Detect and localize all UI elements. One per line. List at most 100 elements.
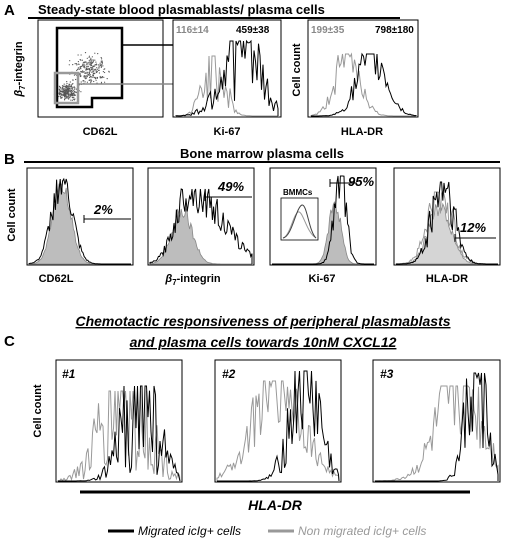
- high-gate: [55, 26, 124, 109]
- dotplot-event: [62, 95, 64, 97]
- dotplot-event: [94, 59, 96, 61]
- dotplot-event: [91, 76, 93, 78]
- panel-c-letter: C: [4, 333, 15, 350]
- dotplot-event: [99, 75, 101, 78]
- dotplot-event: [65, 84, 67, 86]
- dotplot-event: [77, 54, 79, 56]
- dotplot-event: [92, 59, 94, 61]
- panel-b-hladr-histogram: [396, 181, 498, 265]
- dotplot-event: [99, 64, 101, 66]
- dotplot-event: [85, 67, 88, 69]
- dotplot-event: [66, 93, 68, 95]
- dotplot-event: [88, 55, 90, 57]
- panel-a-letter: A: [4, 2, 15, 19]
- dotplot-event: [80, 81, 82, 83]
- dotplot-event: [65, 91, 67, 93]
- dotplot-event: [69, 60, 71, 62]
- dotplot-event: [95, 76, 97, 79]
- dotplot-event: [97, 64, 99, 66]
- dotplot-event: [80, 66, 82, 68]
- dotplot-event: [73, 90, 75, 92]
- dotplot-event: [64, 86, 66, 88]
- panel-b-b7-histogram: [149, 188, 253, 264]
- dotplot-event: [85, 77, 88, 79]
- dotplot-event: [89, 76, 92, 78]
- dotplot-event: [75, 63, 77, 65]
- panel-b-ki67-histogram: [272, 175, 374, 265]
- bmmcs-inset-grey-curve: [282, 211, 317, 239]
- dotplot-event: [89, 72, 91, 74]
- dotplot-event: [63, 88, 65, 90]
- panel-c-plot3-black-histogram: [375, 372, 499, 482]
- dotplot-event: [101, 77, 103, 79]
- dotplot-event: [84, 64, 86, 66]
- dotplot-event: [84, 52, 87, 54]
- dotplot-event: [82, 61, 84, 64]
- panel-c-plot1-label: #1: [62, 367, 76, 381]
- panel-a-hladr-xlabel: HLA-DR: [341, 126, 383, 138]
- dotplot-event: [84, 61, 86, 63]
- dotplot-event: [65, 96, 67, 98]
- dotplot-event: [63, 83, 65, 85]
- dotplot-event: [62, 85, 65, 87]
- panel-b-cd62l-frame: [26, 167, 134, 266]
- dotplot-event: [106, 78, 108, 80]
- dotplot-event: [100, 66, 102, 68]
- panel-c-title-line1: Chemotactic responsiveness of peripheral…: [75, 313, 450, 329]
- dotplot-event: [97, 53, 99, 55]
- dotplot-event: [86, 57, 88, 59]
- panel-a-dotplot-frame: [37, 19, 164, 118]
- dotplot-event: [79, 74, 81, 76]
- dotplot-event: [68, 86, 71, 88]
- dotplot-event: [96, 68, 99, 70]
- dotplot-event: [99, 62, 101, 64]
- dotplot-event: [86, 76, 88, 78]
- dotplot-event: [85, 61, 87, 63]
- dotplot-event: [90, 61, 92, 63]
- panel-b-ki67-percent: 95%: [348, 174, 374, 189]
- dotplot-event: [69, 84, 71, 86]
- dotplot-event: [58, 86, 61, 88]
- dotplot-event: [74, 63, 76, 65]
- dotplot-event: [58, 95, 60, 98]
- panel-a-ki67-grey-histogram: [175, 55, 278, 117]
- dotplot-event: [78, 68, 80, 70]
- dotplot-event: [83, 75, 85, 77]
- dotplot-event: [68, 93, 70, 95]
- dotplot-event: [73, 86, 75, 88]
- panel-b-ki67-xlabel: Ki-67: [309, 273, 336, 285]
- dotplot-event: [72, 88, 74, 90]
- panel-a-hladr-ylabel: Cell count: [291, 43, 303, 97]
- dotplot-event: [66, 88, 68, 90]
- dotplot-event: [90, 76, 92, 78]
- dotplot-event: [82, 64, 84, 66]
- dotplot-event: [90, 60, 92, 62]
- dotplot-event: [89, 74, 92, 76]
- dotplot-event: [68, 90, 70, 92]
- dotplot-event: [83, 63, 85, 65]
- dotplot-event: [101, 65, 103, 67]
- dotplot-event: [92, 74, 94, 76]
- dotplot-event: [82, 80, 84, 82]
- panel-c-plot3-label: #3: [380, 367, 394, 381]
- dotplot-event: [61, 93, 63, 95]
- dotplot-event: [89, 69, 91, 71]
- dotplot-event: [60, 88, 62, 90]
- dotplot-event: [85, 69, 87, 71]
- dotplot-event: [71, 93, 73, 95]
- dotplot-event: [79, 67, 81, 69]
- dotplot-event: [90, 59, 92, 61]
- dotplot-event: [60, 95, 62, 98]
- dotplot-event: [78, 63, 80, 65]
- dotplot-event: [64, 90, 66, 92]
- dotplot-event: [86, 81, 88, 83]
- dotplot-event: [100, 60, 102, 62]
- dotplot-event: [89, 64, 91, 66]
- dotplot-event: [101, 60, 103, 62]
- dotplot-event: [86, 72, 88, 74]
- dotplot-event: [101, 61, 103, 64]
- dotplot-event: [63, 94, 65, 97]
- dotplot-event: [93, 69, 95, 71]
- panel-b-letter: B: [4, 151, 15, 168]
- panel-a-ki67-stat-black: 459±38: [236, 25, 270, 36]
